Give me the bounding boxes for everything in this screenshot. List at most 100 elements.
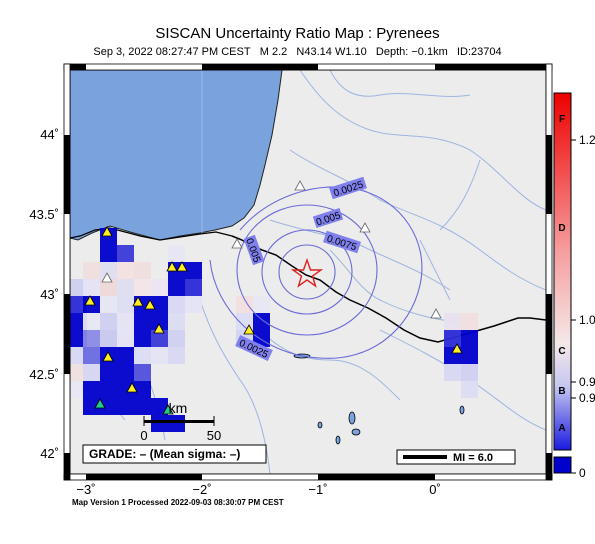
grid-cell xyxy=(83,279,100,296)
grid-cell xyxy=(100,245,117,262)
event-info: Sep 3, 2022 08:27:47 PM CEST M 2.2 N43.1… xyxy=(0,46,595,58)
scale-unit: km xyxy=(169,400,188,416)
grid-cell xyxy=(117,364,134,381)
grid-cell xyxy=(70,347,87,364)
grid-cell xyxy=(134,262,151,279)
grade-letter: B xyxy=(558,386,565,397)
grid-cell xyxy=(444,364,461,381)
colorbar-zero-swatch xyxy=(553,456,572,474)
x-tick-label: −3˚ xyxy=(76,482,95,497)
grid-cell xyxy=(253,296,270,313)
contour-lines xyxy=(209,186,423,359)
y-tick-label: 44˚ xyxy=(40,127,59,142)
grid-cell xyxy=(117,245,134,262)
station-triangle-icon xyxy=(243,324,255,335)
grade-text: GRADE: – (Mean sigma: –) xyxy=(89,447,240,461)
grid-cell xyxy=(134,347,151,364)
grid-cell xyxy=(134,279,151,296)
station-triangle-icon xyxy=(231,238,243,249)
grid-cell xyxy=(151,415,168,432)
grid-cell xyxy=(70,296,87,313)
x-axis-labels: −3˚ −2˚ −1˚ 0˚ xyxy=(76,482,440,497)
grid-cell xyxy=(134,313,151,330)
event-depth: Depth: −0.1km xyxy=(375,46,448,58)
map-title: SISCAN Uncertainty Ratio Map : Pyrenees xyxy=(155,25,440,42)
grid-cell xyxy=(461,313,478,330)
station-triangle-icon xyxy=(294,180,306,191)
station-triangle-icon xyxy=(162,404,174,415)
grid-cell xyxy=(461,347,478,364)
grid-cell xyxy=(100,313,117,330)
grid-cell xyxy=(100,364,117,381)
grid-cell xyxy=(134,398,151,415)
footer-processed: Map Version 1 Processed 2022-09-03 08:30… xyxy=(72,498,284,507)
event-datetime: Sep 3, 2022 08:27:47 PM CEST xyxy=(93,46,251,58)
station-triangle-icon xyxy=(153,323,165,334)
grid-cell xyxy=(185,296,202,313)
grid-cell xyxy=(83,398,100,415)
grade-letter: C xyxy=(558,346,565,357)
grid-cell xyxy=(151,347,168,364)
grid-cell xyxy=(185,279,202,296)
grid-cell xyxy=(70,381,87,398)
grid-cell xyxy=(168,313,185,330)
grid-cell xyxy=(117,398,134,415)
event-location: N43.14 W1.10 xyxy=(296,46,367,58)
grid-cell xyxy=(151,313,168,330)
grid-cell xyxy=(168,415,185,432)
grid-cells xyxy=(70,228,478,432)
grid-cell xyxy=(444,330,461,347)
grid-cell xyxy=(151,296,168,313)
grid-cell xyxy=(83,381,100,398)
colorbar: 1.2 1.0 0.9 0.9 0 F D C B A xyxy=(553,92,595,480)
contour-label-box xyxy=(243,234,265,266)
grid-cell xyxy=(168,347,185,364)
coastline xyxy=(70,227,233,241)
grid-cell xyxy=(168,330,185,347)
grid-cell xyxy=(70,330,87,347)
grid-cell xyxy=(117,381,134,398)
grid-cell xyxy=(134,330,151,347)
grade-letter: F xyxy=(559,114,565,125)
grid-cell xyxy=(83,330,100,347)
y-tick-label: 42.5˚ xyxy=(29,367,59,382)
contour-label-box xyxy=(323,230,361,254)
grid-cell xyxy=(100,279,117,296)
grid-cell xyxy=(70,279,87,296)
border-line xyxy=(231,235,546,343)
grade-letter: A xyxy=(558,423,565,434)
grid-cell xyxy=(168,296,185,313)
grid-cell xyxy=(70,364,87,381)
mi-legend: MI = 6.0 xyxy=(396,449,516,465)
grid-cell xyxy=(461,330,478,347)
grid-cell xyxy=(168,245,185,262)
station-triangle-icon xyxy=(359,222,371,233)
grid-cell xyxy=(117,313,134,330)
grid-cell xyxy=(83,262,100,279)
colorbar-label: 0 xyxy=(579,466,586,480)
grid-cell xyxy=(461,381,478,398)
station-triangle-icon xyxy=(166,261,178,272)
contour-label-box xyxy=(329,176,367,200)
grid-cell xyxy=(100,296,117,313)
station-triangle-icon xyxy=(94,398,106,409)
station-triangle-icon xyxy=(144,299,156,310)
x-tick-label: −1˚ xyxy=(308,482,327,497)
scale-bar: km 0 50 xyxy=(140,400,221,443)
station-triangle-icon xyxy=(430,308,442,319)
grid-cell xyxy=(151,330,168,347)
y-tick-label: 43.5˚ xyxy=(29,207,59,222)
colorbar-label: 0.9 xyxy=(579,375,595,389)
grid-cell xyxy=(100,262,117,279)
grid-cell xyxy=(83,313,100,330)
station-triangle-icon xyxy=(126,382,138,393)
contour-label-box xyxy=(312,207,344,229)
map-area: 0.0025 0.005 0.0075 0.005 0.0025 xyxy=(70,70,546,474)
event-id: ID:23704 xyxy=(456,46,502,58)
y-axis-labels: 44˚ 43.5˚ 43˚ 42.5˚ 42˚ xyxy=(29,127,59,461)
station-triangle-icon xyxy=(176,261,188,272)
mi-legend-text: MI = 6.0 xyxy=(453,452,493,464)
grid-cell xyxy=(444,313,461,330)
grid-cell xyxy=(117,296,134,313)
station-triangle-icon xyxy=(451,343,463,354)
